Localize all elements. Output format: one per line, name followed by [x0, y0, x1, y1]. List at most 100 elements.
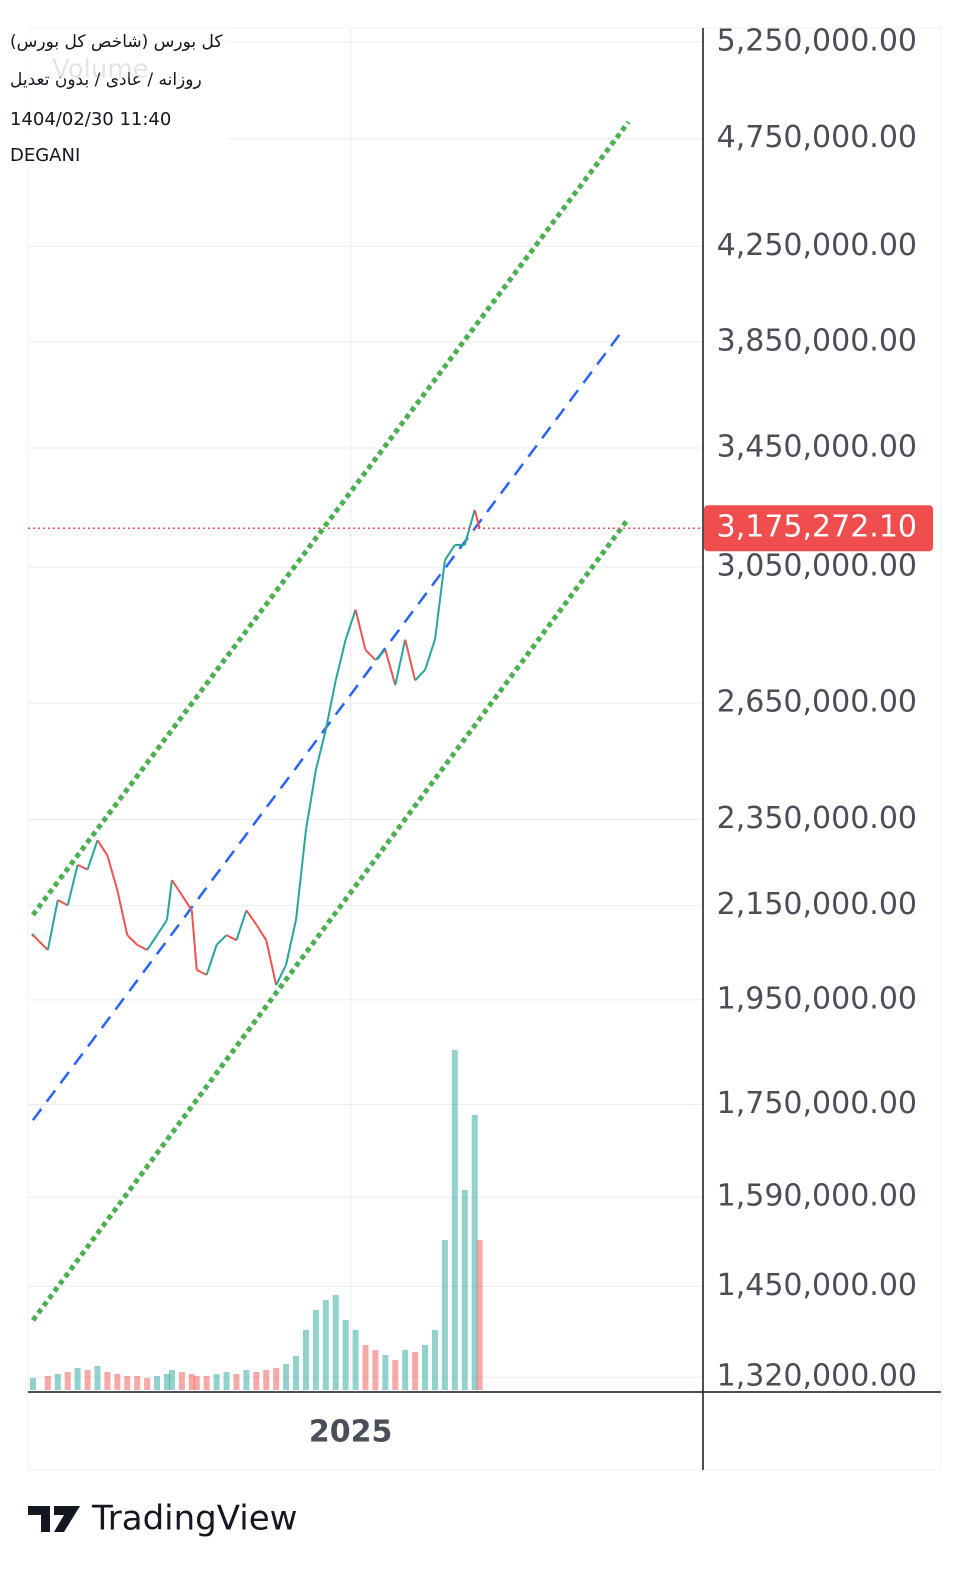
price-segment	[136, 943, 148, 951]
volume-bar	[29, 1378, 36, 1390]
volume-bar	[312, 1310, 319, 1390]
x-tick-label: 2025	[309, 1415, 393, 1450]
volume-bar	[293, 1356, 300, 1390]
volume-bar	[402, 1350, 409, 1390]
volume-bar	[253, 1372, 260, 1390]
y-tick-label: 1,450,000.00	[717, 1268, 917, 1303]
price-segment	[126, 934, 138, 946]
footer-brand: TradingView	[91, 1499, 297, 1539]
volume-bar	[476, 1240, 483, 1390]
y-tick-label: 1,320,000.00	[717, 1359, 917, 1394]
price-segment	[66, 864, 79, 906]
price-segment	[285, 919, 297, 965]
price-segment	[374, 649, 387, 661]
y-tick-label: 3,850,000.00	[717, 323, 917, 358]
y-tick-label: 5,250,000.00	[717, 23, 917, 58]
price-segment	[205, 944, 218, 976]
volume-bar	[461, 1190, 468, 1390]
volume-bar	[382, 1355, 389, 1390]
y-tick-label: 3,450,000.00	[717, 429, 917, 464]
volume-bar	[362, 1345, 369, 1390]
price-segment	[433, 560, 446, 640]
y-tick-label: 1,950,000.00	[717, 981, 917, 1016]
volume-bar	[188, 1374, 195, 1390]
volume-bar	[451, 1050, 458, 1390]
volume-bar	[154, 1376, 161, 1390]
volume-bar	[422, 1345, 429, 1390]
volume-bar	[213, 1374, 220, 1390]
volume-bar	[243, 1370, 250, 1390]
volume-bar	[124, 1376, 131, 1390]
volume-bar	[431, 1330, 438, 1390]
price-segment	[165, 879, 173, 921]
price-segment	[32, 934, 49, 951]
volume-bar	[263, 1370, 270, 1390]
price-segment	[295, 830, 307, 921]
volume-bar	[412, 1352, 419, 1390]
header-line: روزانه / عادی / بدون تعدیل	[10, 70, 202, 90]
volume-bar	[302, 1330, 309, 1390]
volume-bar	[203, 1376, 210, 1390]
price-segment	[116, 889, 129, 936]
price-segment	[473, 509, 481, 529]
price-segment	[324, 680, 337, 730]
price-segment	[414, 669, 426, 682]
price-segment	[86, 839, 99, 870]
volume-bar	[134, 1376, 141, 1390]
price-segment	[106, 855, 119, 891]
price-segment	[314, 729, 327, 771]
y-tick-label: 2,650,000.00	[717, 685, 917, 720]
price-segment	[181, 894, 193, 911]
price-segment	[57, 899, 69, 907]
volume-bar	[64, 1372, 71, 1390]
price-segment	[171, 879, 183, 896]
volume-bar	[471, 1115, 478, 1390]
header-line: DEGANI	[10, 145, 80, 166]
price-segment	[354, 609, 367, 651]
volume-bar	[332, 1295, 339, 1390]
watermark: Volume	[52, 55, 149, 85]
price-segment	[444, 544, 456, 561]
y-tick-label: 1,750,000.00	[717, 1086, 917, 1121]
trend-line	[30, 120, 631, 917]
price-segment	[77, 863, 88, 871]
volume-bar	[283, 1364, 290, 1390]
price-segment	[226, 934, 237, 942]
price-segment	[190, 910, 198, 971]
volume-bar	[44, 1376, 51, 1390]
volume-bar	[178, 1372, 185, 1390]
price-segment	[424, 639, 436, 671]
volume-bar	[233, 1374, 240, 1390]
volume-bar	[352, 1330, 359, 1390]
last-price-label: 3,175,272.10	[717, 510, 917, 545]
volume-bar	[114, 1374, 121, 1390]
price-segment	[146, 934, 158, 951]
price-segment	[245, 909, 258, 926]
volume-bar	[322, 1300, 329, 1390]
volume-bar	[104, 1372, 111, 1390]
logo	[28, 1506, 80, 1532]
price-segment	[334, 639, 347, 681]
volume-bar	[223, 1372, 230, 1390]
y-tick-label: 3,050,000.00	[717, 549, 917, 584]
volume-bar	[441, 1240, 448, 1390]
header-line: 1404/02/30 11:40	[10, 109, 171, 130]
y-tick-label: 4,250,000.00	[717, 228, 917, 263]
price-segment	[46, 899, 59, 951]
price-segment	[196, 969, 208, 976]
y-tick-label: 2,150,000.00	[717, 887, 917, 922]
y-tick-label: 2,350,000.00	[717, 801, 917, 836]
price-segment	[156, 919, 168, 936]
price-segment	[304, 769, 317, 831]
frame	[27, 27, 942, 1471]
last-price-badge	[704, 505, 933, 552]
price-segment	[215, 934, 228, 946]
y-tick-label: 1,590,000.00	[717, 1179, 917, 1214]
volume-bar	[54, 1374, 61, 1390]
volume-bar	[144, 1378, 151, 1390]
volume-bar	[84, 1370, 91, 1390]
y-tick-label: 4,750,000.00	[717, 120, 917, 155]
legend-bg	[8, 28, 228, 168]
price-segment	[255, 923, 268, 941]
